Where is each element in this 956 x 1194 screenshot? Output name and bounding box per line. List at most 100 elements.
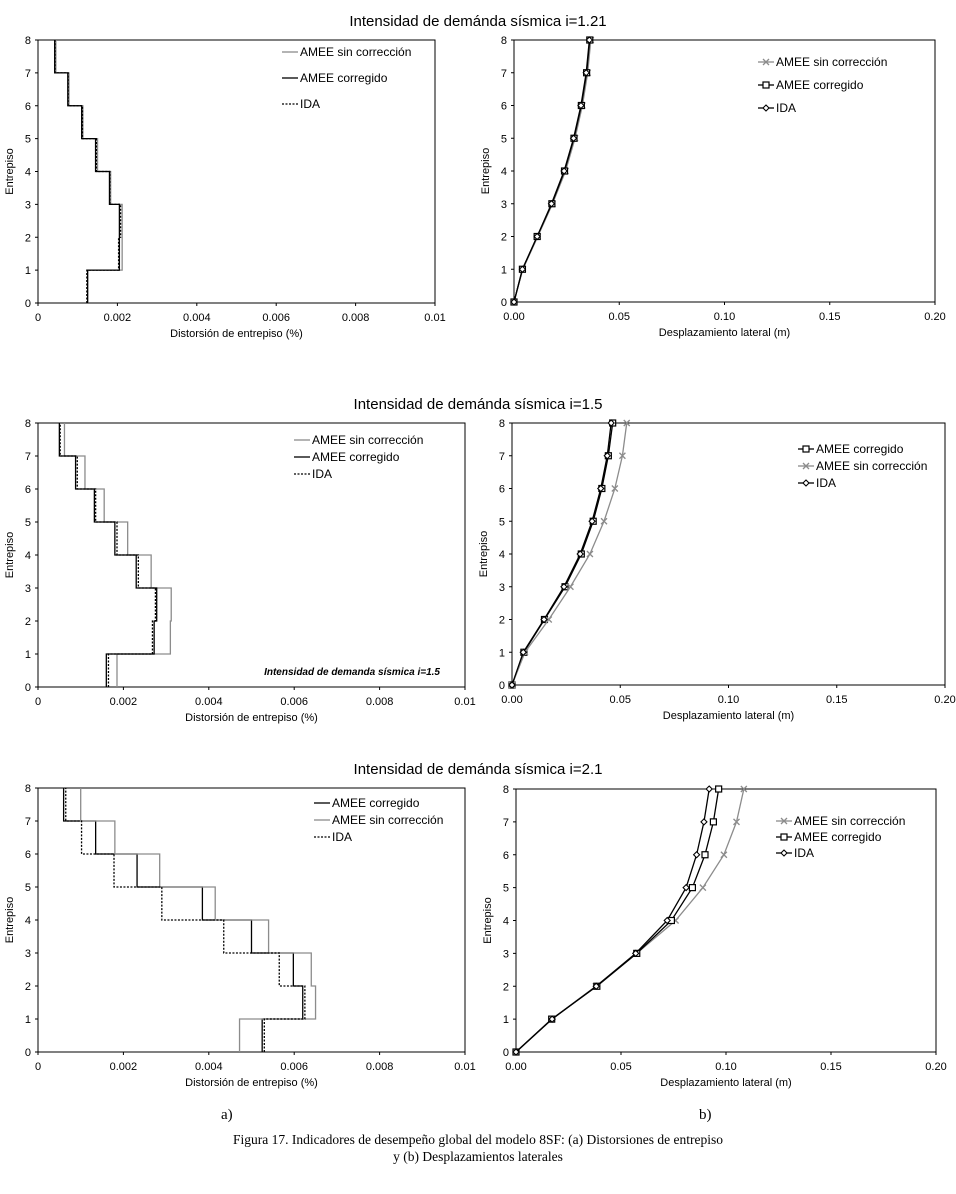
y-tick-label: 3 — [25, 948, 31, 960]
legend-marker — [780, 833, 788, 841]
data-point — [682, 883, 690, 892]
data-point — [560, 167, 568, 175]
y-tick-label: 6 — [25, 849, 31, 861]
y-axis-title: Entrepiso — [4, 148, 16, 194]
figure-caption: Figura 17. Indicadores de desempeño glob… — [0, 1131, 956, 1165]
chart-drift-i15: 0 1 2 3 4 5 6 7 8 0 0.002 0.004 0.006 0.008 0.01 Distor… — [4, 418, 476, 724]
legend-label: IDA — [816, 476, 836, 490]
data-point — [576, 550, 584, 558]
y-tick-label: 0 — [499, 680, 505, 692]
data-point — [582, 68, 590, 77]
y-tick-label: 2 — [501, 232, 507, 244]
y-tick-label: 1 — [25, 1014, 31, 1026]
panel-label-a: a) — [221, 1107, 233, 1123]
row-title-3: Intensidad de demánda sísmica i=2.1 — [353, 761, 603, 778]
legend-label: AMEE sin corrección — [300, 45, 411, 59]
data-point — [688, 884, 696, 892]
series-line — [58, 423, 158, 687]
data-point — [566, 583, 574, 591]
x-axis-title: Desplazamiento lateral (m) — [659, 327, 790, 339]
x-tick-label: 0.004 — [183, 312, 211, 324]
plot-frame — [515, 788, 937, 1053]
y-tick-label: 0 — [501, 297, 507, 309]
data-point — [508, 681, 516, 689]
x-tick-label: 0.15 — [826, 694, 847, 706]
y-tick-label: 2 — [499, 615, 505, 627]
series-line — [54, 40, 122, 303]
x-tick-label: 0 — [35, 696, 41, 708]
x-axis-title: Distorsión de entrepiso (%) — [185, 1077, 318, 1089]
y-tick-label: 4 — [503, 916, 509, 928]
data-point — [588, 517, 596, 526]
y-tick-label: 4 — [499, 549, 505, 561]
data-point — [631, 949, 640, 958]
series-line — [515, 788, 710, 1053]
y-axis-title: Entrepiso — [478, 531, 490, 577]
y-axis-title: Entrepiso — [4, 532, 16, 578]
legend-label: IDA — [300, 97, 320, 111]
legend-label: IDA — [312, 467, 332, 481]
y-tick-label: 0 — [25, 1047, 31, 1059]
data-point — [603, 451, 612, 460]
y-tick-label: 2 — [25, 616, 31, 628]
y-tick-label: 0 — [25, 298, 31, 310]
y-tick-label: 5 — [25, 134, 31, 146]
y-tick-label: 4 — [25, 915, 31, 927]
x-axis-title: Distorsión de entrepiso (%) — [170, 328, 303, 340]
legend-marker — [762, 104, 770, 112]
series-line — [511, 422, 628, 686]
data-point — [533, 232, 541, 241]
data-point — [699, 884, 707, 892]
y-tick-label: 3 — [501, 199, 507, 211]
y-tick-label: 1 — [503, 1014, 509, 1026]
chart-annotation: Intensidad de demanda sísmica i=1.5 — [264, 667, 440, 678]
data-point — [715, 785, 723, 793]
legend-marker — [802, 479, 810, 487]
x-tick-label: 0.01 — [424, 312, 445, 324]
y-axis-title: Entrepiso — [480, 148, 492, 194]
data-point — [592, 982, 600, 991]
legend-marker — [762, 81, 770, 89]
x-tick-label: 0.15 — [820, 1061, 841, 1073]
x-tick-label: 0.20 — [934, 694, 955, 706]
legend-label: AMEE corregido — [300, 71, 388, 85]
data-point — [701, 851, 709, 859]
y-axis-title: Entrepiso — [4, 897, 16, 943]
legend-label: AMEE corregido — [794, 830, 882, 844]
data-point — [720, 851, 728, 859]
y-tick-label: 2 — [25, 232, 31, 244]
y-tick-label: 5 — [25, 882, 31, 894]
panel-label-b: b) — [699, 1107, 712, 1123]
y-tick-label: 5 — [503, 883, 509, 895]
x-tick-label: 0.006 — [280, 696, 308, 708]
data-point — [607, 419, 615, 427]
y-tick-label: 5 — [25, 517, 31, 529]
x-tick-label: 0.10 — [718, 694, 739, 706]
data-point — [740, 785, 748, 793]
y-tick-label: 6 — [25, 484, 31, 496]
y-tick-label: 4 — [25, 550, 31, 562]
y-tick-label: 1 — [25, 265, 31, 277]
x-tick-label: 0.008 — [342, 312, 370, 324]
data-point — [512, 1048, 520, 1056]
data-point — [560, 582, 568, 591]
y-tick-label: 1 — [499, 647, 505, 659]
series-line — [59, 423, 157, 687]
chart-displacement-i21: 0 1 2 3 4 5 6 7 8 0.00 0.05 0.10 0.15 0.20 Desplazamie… — [482, 784, 947, 1089]
legend-marker — [762, 58, 770, 66]
x-tick-label: 0.01 — [454, 696, 475, 708]
data-point — [545, 616, 553, 623]
x-tick-label: 0.008 — [366, 1061, 394, 1073]
y-tick-label: 6 — [503, 850, 509, 862]
row-title-2: Intensidad de demánda sísmica i=1.5 — [353, 396, 603, 413]
x-tick-label: 0 — [35, 312, 41, 324]
series-line — [65, 788, 306, 1052]
x-tick-label: 0.05 — [610, 1061, 631, 1073]
legend-label: AMEE sin corrección — [312, 433, 423, 447]
y-tick-label: 8 — [25, 783, 31, 795]
data-point — [596, 484, 605, 493]
y-tick-label: 6 — [501, 101, 507, 113]
y-tick-label: 2 — [503, 981, 509, 993]
chart-displacement-i121: 0 1 2 3 4 5 6 7 8 0.00 0.05 0.10 0.15 0.20 Desplazamie… — [480, 35, 946, 339]
legend-label: AMEE corregido — [776, 78, 864, 92]
